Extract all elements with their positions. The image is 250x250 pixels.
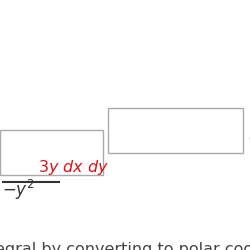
Text: d: d — [248, 130, 250, 145]
Text: egral by converting to polar coo: egral by converting to polar coo — [0, 242, 250, 250]
Bar — [0, 130, 103, 175]
Text: $3y\ dx\ dy$: $3y\ dx\ dy$ — [38, 158, 110, 177]
Bar — [108, 108, 243, 153]
Text: $- y^2$: $- y^2$ — [2, 178, 35, 202]
